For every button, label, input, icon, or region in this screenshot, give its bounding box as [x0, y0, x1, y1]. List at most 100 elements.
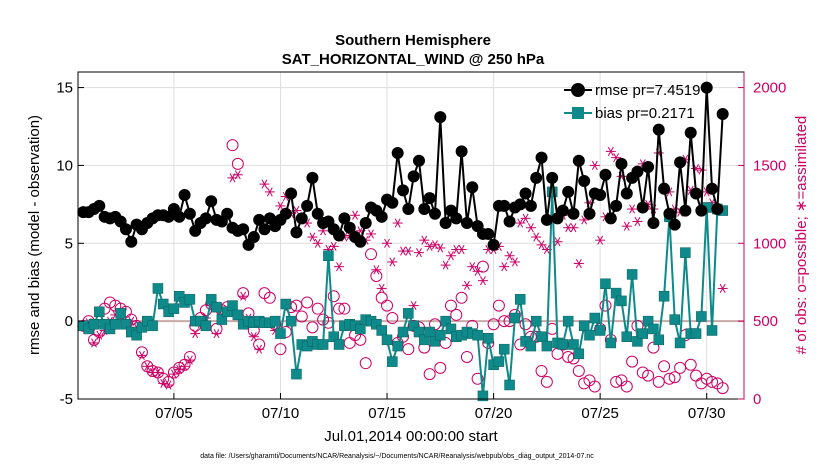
assimilated-point [440, 260, 451, 270]
rmse-point [439, 217, 452, 230]
possible-point [226, 139, 239, 152]
x-axis-label: Jul.01,2014 00:00:00 start [324, 428, 498, 445]
bias-point [184, 294, 196, 305]
assimilated-point [179, 361, 190, 371]
assimilated-point [589, 160, 600, 171]
possible-point [626, 355, 639, 368]
y-axis-left-label: rmse and bias (model - observation) [26, 115, 43, 355]
assimilated-point [419, 235, 430, 245]
bias-point [323, 250, 334, 261]
rmse-point [668, 218, 681, 231]
possible-point [716, 382, 729, 395]
bias-point [440, 315, 451, 327]
bias-point [610, 287, 622, 299]
bias-point [227, 300, 238, 311]
assimilated-point [509, 257, 520, 267]
x-tick-label: 07/25 [581, 405, 619, 422]
rmse-point [674, 156, 687, 169]
rmse-point [455, 145, 468, 158]
bias-point [232, 309, 244, 321]
assimilated-point [275, 201, 286, 211]
possible-point [135, 346, 148, 359]
possible-point [706, 375, 719, 388]
rmse-point [604, 212, 617, 225]
y-axis-right-label: # of obs: o=possible; ∗=assimilated [793, 116, 810, 355]
bias-point [498, 343, 510, 355]
legend-bias-marker [572, 107, 584, 119]
assimilated-point [142, 361, 153, 371]
possible-point [540, 375, 553, 388]
x-tick-label: 07/15 [368, 405, 406, 422]
possible-point [423, 368, 436, 381]
possible-point [301, 296, 314, 309]
possible-point [407, 319, 420, 332]
assimilated-point [382, 238, 393, 248]
possible-point [455, 291, 468, 304]
rmse-point [306, 171, 319, 184]
rmse-point [386, 196, 399, 209]
bias-point [376, 325, 387, 336]
rmse-point [311, 207, 324, 220]
rmse-point [199, 212, 212, 225]
bias-point [472, 329, 483, 341]
axes: 07/05 07/10 07/15 07/20 07/25 07/30 -5 0 5 10 15 0 5… [56, 72, 786, 422]
rmse-point [391, 146, 404, 159]
possible-point [434, 361, 447, 374]
assimilated-point [387, 257, 398, 267]
possible-point [684, 358, 697, 371]
rmse-point [583, 207, 596, 220]
rmse-point [450, 212, 463, 225]
rmse-point [205, 195, 218, 208]
bias-point [387, 356, 398, 367]
rmse-point [546, 171, 559, 184]
data-marks [77, 81, 729, 402]
rmse-point [428, 207, 441, 220]
possible-point [471, 372, 484, 385]
assimilated-point [350, 210, 361, 220]
rmse-point [599, 168, 612, 181]
rmse-point [562, 185, 575, 198]
rmse-point [487, 238, 500, 251]
bias-point [413, 326, 425, 338]
bias-point [504, 379, 515, 391]
rmse-point [407, 170, 420, 183]
assimilated-point [366, 229, 377, 239]
possible-point [460, 350, 473, 363]
bias-point [110, 319, 121, 330]
assimilated-point [467, 262, 478, 272]
bias-point [445, 323, 457, 335]
possible-point [551, 347, 564, 360]
rmse-point [375, 210, 388, 223]
assimilated-point [232, 170, 243, 180]
rmse-point [711, 203, 724, 216]
assimilated-point [371, 265, 382, 275]
rmse-point [285, 187, 298, 200]
possible-point [444, 299, 457, 312]
assimilated-point [520, 213, 531, 223]
bias-point [658, 290, 670, 302]
bias-point [152, 283, 164, 294]
possible-point [476, 260, 489, 273]
bias-point [317, 339, 329, 350]
legend: rmse pr=7.4519 bias pr=0.2171 [564, 82, 700, 122]
bias-point [493, 356, 505, 367]
assimilated-point [605, 146, 616, 156]
rmse-point [333, 229, 346, 242]
rmse-point [119, 223, 132, 236]
possible-point [620, 380, 633, 393]
legend-rmse-label: rmse pr=7.4519 [595, 82, 700, 99]
possible-point [231, 157, 244, 170]
bias-point [205, 294, 217, 305]
rmse-point [679, 204, 692, 217]
bias-point [690, 328, 702, 339]
data-file-footnote: data file: /Users/gharamti/Documents/NCA… [200, 453, 594, 460]
bias-point [562, 315, 574, 327]
bias-point [429, 336, 441, 347]
rmse-point [631, 165, 644, 178]
assimilated-point [632, 216, 643, 227]
rmse-point [93, 199, 106, 212]
x-tick-label: 07/10 [262, 405, 300, 422]
rmse-point [615, 157, 628, 170]
chart-title: Southern Hemisphere [335, 32, 491, 49]
assimilated-point [435, 243, 446, 253]
